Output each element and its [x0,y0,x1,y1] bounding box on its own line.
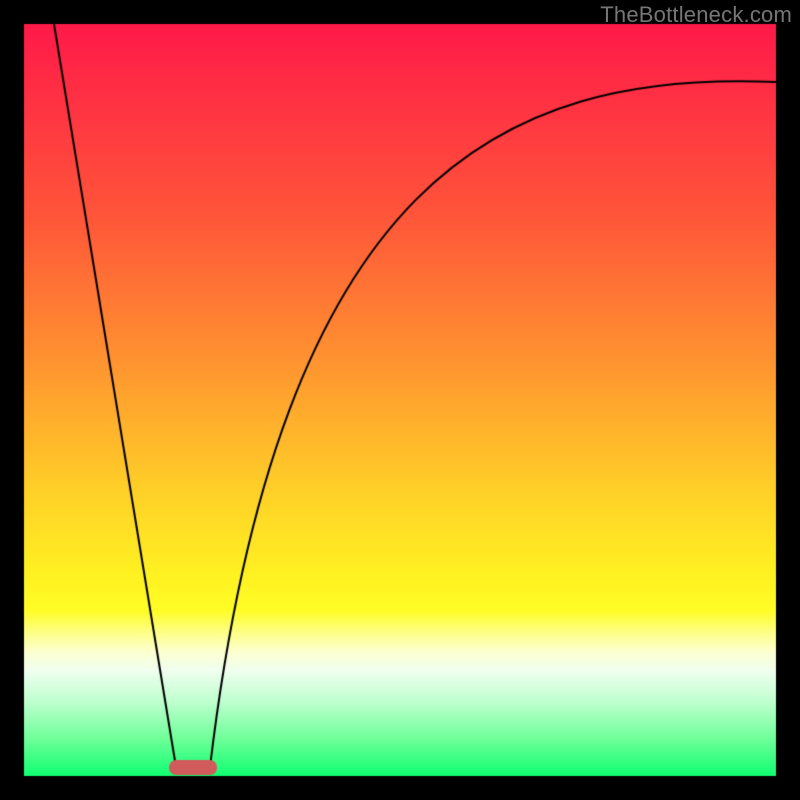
bottleneck-chart [0,0,800,800]
chart-container: TheBottleneck.com [0,0,800,800]
watermark-text: TheBottleneck.com [600,2,792,28]
